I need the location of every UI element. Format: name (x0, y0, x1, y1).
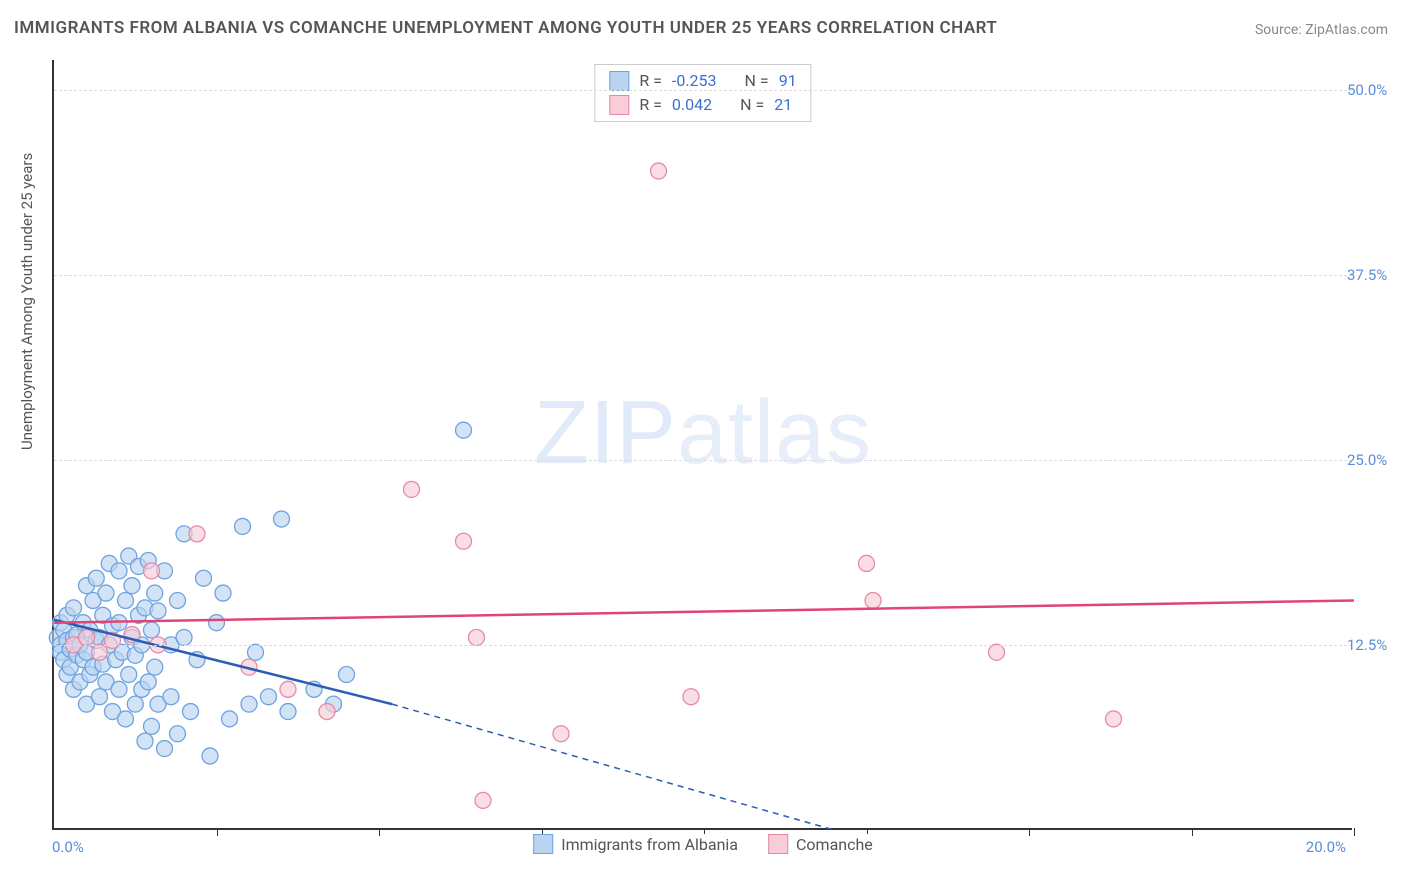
data-point (163, 689, 179, 705)
source-attribution: Source: ZipAtlas.com (1255, 22, 1388, 38)
data-point (280, 681, 296, 697)
x-axis-min-label: 0.0% (52, 838, 84, 856)
data-point (989, 644, 1005, 660)
data-point (209, 615, 225, 631)
gridline (54, 90, 1352, 91)
data-point (274, 511, 290, 527)
data-point (79, 630, 95, 646)
data-point (196, 570, 212, 586)
data-point (475, 792, 491, 808)
data-point (189, 526, 205, 542)
x-tick (217, 828, 218, 836)
data-point (235, 518, 251, 534)
plot-area: ZIPatlas R = -0.253 N = 91 R = 0.042 N =… (52, 60, 1352, 830)
data-point (469, 630, 485, 646)
data-point (339, 667, 355, 683)
data-point (859, 555, 875, 571)
data-point (92, 644, 108, 660)
data-point (147, 585, 163, 601)
x-tick (1354, 828, 1355, 836)
data-point (157, 741, 173, 757)
y-tick-label: 37.5% (1347, 266, 1402, 284)
trend-line (54, 600, 1354, 622)
data-point (150, 603, 166, 619)
data-point (144, 622, 160, 638)
data-point (183, 704, 199, 720)
y-tick-label: 12.5% (1347, 636, 1402, 654)
data-point (176, 630, 192, 646)
legend-item-albania: Immigrants from Albania (533, 834, 738, 854)
legend-label-albania: Immigrants from Albania (561, 835, 738, 854)
data-point (127, 696, 143, 712)
series-legend: Immigrants from Albania Comanche (527, 834, 879, 854)
data-point (144, 718, 160, 734)
trend-line-extrapolated (392, 704, 834, 830)
data-point (144, 563, 160, 579)
chart-title: IMMIGRANTS FROM ALBANIA VS COMANCHE UNEM… (14, 18, 997, 38)
swatch-comanche-icon (768, 834, 788, 854)
data-point (456, 533, 472, 549)
data-point (1106, 711, 1122, 727)
y-axis-label: Unemployment Among Youth under 25 years (18, 153, 36, 450)
data-point (98, 585, 114, 601)
data-point (88, 570, 104, 586)
data-point (456, 422, 472, 438)
data-point (118, 592, 134, 608)
y-tick-label: 25.0% (1347, 451, 1402, 469)
swatch-albania-icon (533, 834, 553, 854)
x-tick (379, 828, 380, 836)
data-point (140, 674, 156, 690)
data-point (261, 689, 277, 705)
x-tick (1029, 828, 1030, 836)
data-point (118, 711, 134, 727)
data-point (92, 689, 108, 705)
data-point (147, 659, 163, 675)
plot-svg (54, 60, 1352, 828)
data-point (280, 704, 296, 720)
data-point (404, 481, 420, 497)
data-point (202, 748, 218, 764)
data-point (137, 733, 153, 749)
data-point (66, 600, 82, 616)
gridline (54, 275, 1352, 276)
data-point (124, 578, 140, 594)
gridline (54, 460, 1352, 461)
data-point (170, 726, 186, 742)
data-point (248, 644, 264, 660)
data-point (121, 667, 137, 683)
x-axis-max-label: 20.0% (1306, 838, 1346, 856)
y-tick-label: 50.0% (1347, 81, 1402, 99)
data-point (241, 696, 257, 712)
data-point (222, 711, 238, 727)
data-point (865, 592, 881, 608)
data-point (319, 704, 335, 720)
x-tick (1192, 828, 1193, 836)
gridline (54, 645, 1352, 646)
data-point (651, 163, 667, 179)
data-point (170, 592, 186, 608)
data-point (553, 726, 569, 742)
data-point (111, 563, 127, 579)
data-point (111, 681, 127, 697)
legend-item-comanche: Comanche (768, 834, 873, 854)
data-point (215, 585, 231, 601)
legend-label-comanche: Comanche (796, 835, 873, 854)
data-point (683, 689, 699, 705)
